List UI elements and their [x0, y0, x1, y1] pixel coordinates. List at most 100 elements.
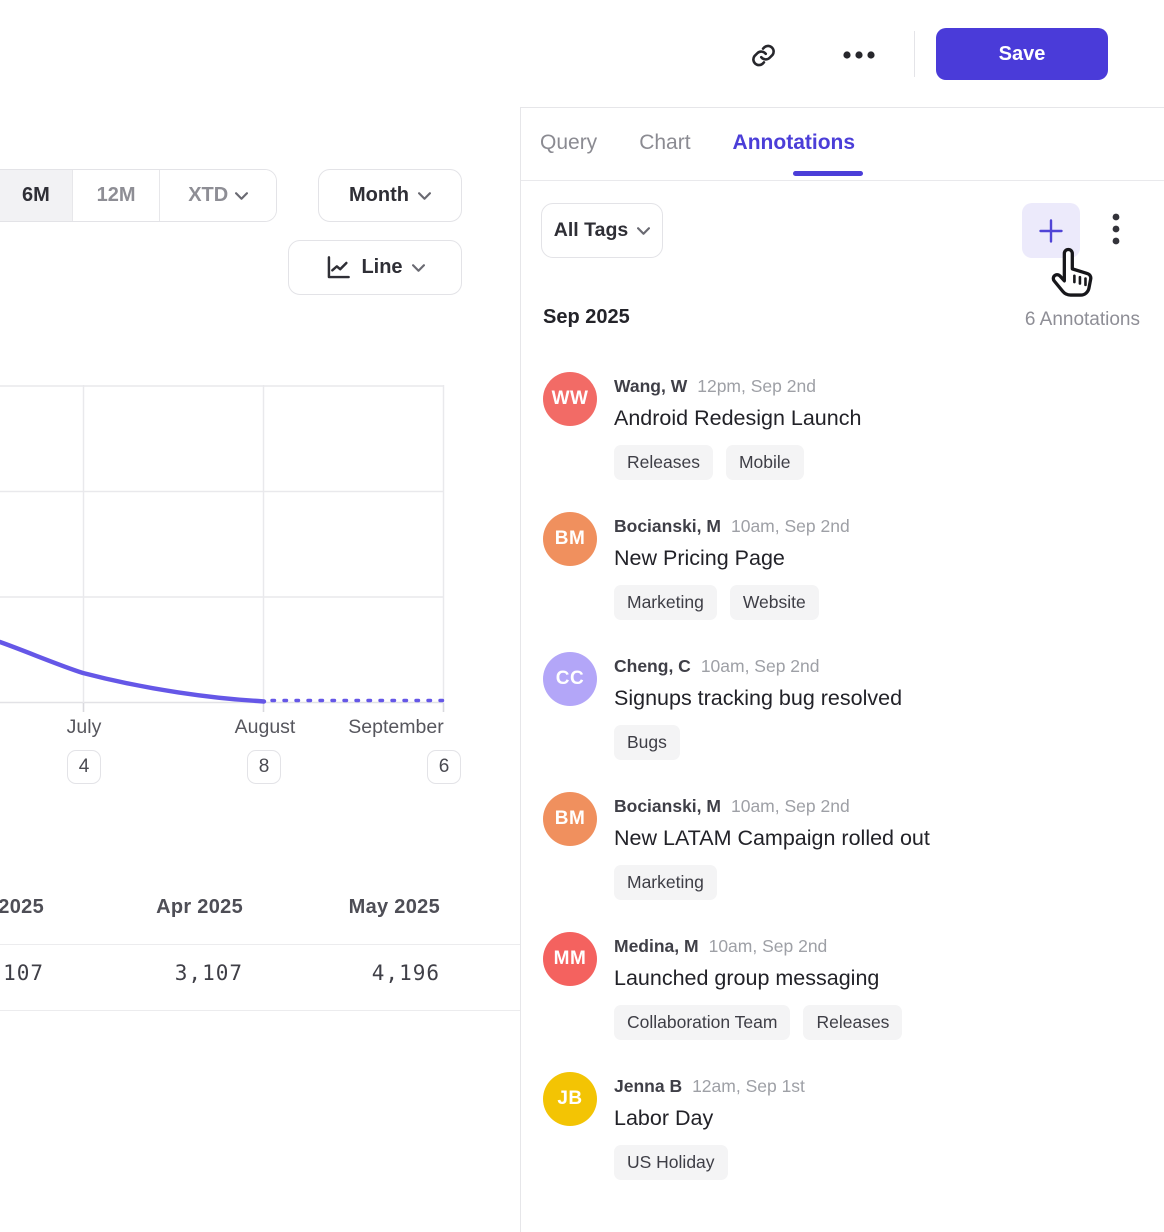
annotation-item[interactable]: MM Medina, M 10am, Sep 2nd Launched group m… — [543, 932, 1144, 1040]
annotation-tag-website[interactable]: Website — [729, 585, 819, 620]
x-axis-label-september: September — [348, 716, 444, 738]
annotation-timestamp: 10am, Sep 2nd — [700, 656, 820, 676]
chevron-down-icon — [417, 191, 431, 200]
annotation-author: Bocianski, M — [614, 796, 721, 816]
date-range-segmented-control: 6M 12M XTD — [0, 169, 277, 222]
table-value-cell: 4,196 — [371, 961, 440, 985]
table-value-cell: 3,107 — [174, 961, 243, 985]
annotation-title: Launched group messaging — [614, 966, 880, 990]
line-chart-icon — [328, 256, 351, 279]
tag-filter-label: All Tags — [553, 219, 629, 241]
range-option-xtd[interactable]: XTD — [159, 170, 276, 221]
avatar: WW — [543, 372, 597, 426]
table-header-cell: May 2025 — [348, 896, 440, 918]
topbar-border — [520, 107, 1164, 108]
annotation-tag-mobile[interactable]: Mobile — [725, 445, 804, 480]
annotation-title: New Pricing Page — [614, 546, 785, 570]
chevron-down-icon — [411, 263, 425, 272]
range-option-label: 12M — [96, 184, 136, 206]
annotation-tag-us-holiday[interactable]: US Holiday — [614, 1145, 728, 1180]
tab-annotations[interactable]: Annotations — [732, 131, 856, 154]
link-icon — [751, 44, 775, 66]
tab-chart[interactable]: Chart — [639, 131, 691, 154]
annotation-tag-releases[interactable]: Releases — [614, 445, 713, 480]
annotation-tag-marketing[interactable]: Marketing — [614, 585, 717, 620]
chevron-down-icon — [235, 191, 249, 200]
copy-link-button[interactable] — [745, 38, 781, 72]
annotation-title: Android Redesign Launch — [614, 406, 862, 430]
tab-query[interactable]: Query — [540, 131, 598, 154]
range-option-label: 6M — [21, 184, 50, 206]
annotations-section-title: Sep 2025 — [543, 306, 630, 328]
range-option-12m[interactable]: 12M — [71, 170, 160, 221]
table-header-cell: Apr 2025 — [156, 896, 243, 918]
avatar: BM — [543, 512, 597, 566]
annotation-body: Bocianski, M 10am, Sep 2nd New Pricing Pag… — [614, 512, 850, 620]
annotation-author: Medina, M — [614, 936, 699, 956]
x-axis-label-august: August — [234, 716, 296, 738]
avatar: JB — [543, 1072, 597, 1126]
annotation-author: Wang, W — [614, 376, 688, 396]
annotation-item[interactable]: WW Wang, W 12pm, Sep 2nd Android Redesign L… — [543, 372, 1144, 480]
annotation-tags: Releases Mobile — [614, 445, 861, 480]
annotations-count: 6 Annotations — [1024, 309, 1140, 330]
annotation-timestamp: 12pm, Sep 2nd — [697, 376, 816, 396]
ellipsis-icon — [843, 51, 875, 59]
annotation-count-badge-july[interactable]: 4 — [67, 750, 101, 784]
annotation-timestamp: 12am, Sep 1st — [692, 1076, 805, 1096]
annotation-body: Bocianski, M 10am, Sep 2nd New LATAM Campa… — [614, 792, 930, 900]
tag-filter-dropdown[interactable]: All Tags — [541, 203, 663, 258]
table-value-cell: 107 — [3, 961, 44, 985]
annotation-tag-marketing[interactable]: Marketing — [614, 865, 717, 900]
line-chart — [0, 385, 445, 712]
granularity-dropdown[interactable]: Month — [318, 169, 462, 222]
active-tab-underline — [793, 171, 863, 176]
annotation-tag-bugs[interactable]: Bugs — [614, 725, 680, 760]
annotation-tags: Collaboration Team Releases — [614, 1005, 903, 1040]
annotation-tags: US Holiday — [614, 1145, 805, 1180]
annotation-timestamp: 10am, Sep 2nd — [730, 516, 850, 536]
annotation-author: Jenna B — [614, 1076, 683, 1096]
annotation-item[interactable]: CC Cheng, C 10am, Sep 2nd Signups tracking … — [543, 652, 1144, 760]
annotation-title: Labor Day — [614, 1106, 714, 1130]
kebab-icon — [1112, 213, 1120, 245]
annotation-tag-collaboration-team[interactable]: Collaboration Team — [614, 1005, 791, 1040]
avatar: MM — [543, 932, 597, 986]
add-annotation-button[interactable] — [1022, 203, 1080, 258]
annotation-author: Cheng, C — [614, 656, 691, 676]
annotations-menu-button[interactable] — [1098, 209, 1134, 253]
right-panel-tabs: Query Chart Annotations — [540, 121, 855, 165]
chart-type-label: Line — [361, 256, 403, 278]
chart-type-dropdown[interactable]: Line — [288, 240, 462, 295]
table-border — [0, 944, 520, 945]
table-header-cell: 2025 — [0, 896, 44, 918]
annotation-item[interactable]: BM Bocianski, M 10am, Sep 2nd New Pricing P… — [543, 512, 1144, 620]
save-button[interactable]: Save — [936, 28, 1108, 80]
panel-divider — [520, 107, 521, 1232]
annotation-item[interactable]: JB Jenna B 12am, Sep 1st Labor Day US Holida… — [543, 1072, 1144, 1180]
topbar-divider — [914, 31, 915, 77]
annotation-tags: Bugs — [614, 725, 902, 760]
granularity-label: Month — [349, 184, 409, 206]
annotation-tag-releases[interactable]: Releases — [803, 1005, 903, 1040]
annotation-body: Jenna B 12am, Sep 1st Labor Day US Holiday — [614, 1072, 805, 1180]
more-options-button[interactable] — [836, 43, 882, 67]
avatar: BM — [543, 792, 597, 846]
annotation-timestamp: 10am, Sep 2nd — [730, 796, 850, 816]
plus-icon — [1039, 218, 1063, 243]
annotation-title: New LATAM Campaign rolled out — [614, 826, 930, 850]
annotation-count-badge-august[interactable]: 8 — [247, 750, 281, 784]
avatar: CC — [543, 652, 597, 706]
annotation-body: Wang, W 12pm, Sep 2nd Android Redesign Lau… — [614, 372, 861, 480]
annotation-title: Signups tracking bug resolved — [614, 686, 903, 710]
chart-series-line — [0, 639, 267, 704]
annotation-item[interactable]: BM Bocianski, M 10am, Sep 2nd New LATAM Cam… — [543, 792, 1144, 900]
chevron-down-icon — [637, 226, 651, 235]
range-option-6m[interactable]: 6M — [0, 170, 72, 221]
tabs-border — [521, 180, 1164, 181]
annotation-count-badge-september[interactable]: 6 — [427, 750, 461, 784]
x-axis-label-july: July — [66, 716, 102, 738]
table-border — [0, 1010, 520, 1011]
annotation-body: Cheng, C 10am, Sep 2nd Signups tracking bu… — [614, 652, 902, 760]
annotation-author: Bocianski, M — [614, 516, 721, 536]
